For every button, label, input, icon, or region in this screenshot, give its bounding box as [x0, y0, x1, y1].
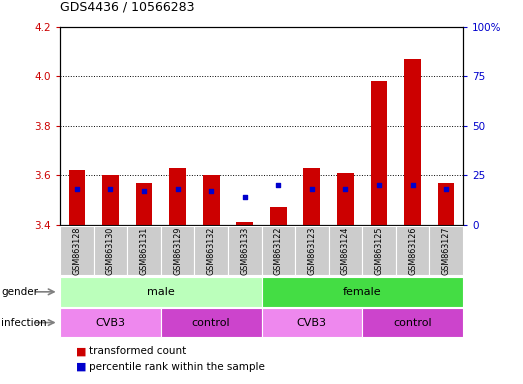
Bar — [169, 168, 186, 225]
Text: GSM863122: GSM863122 — [274, 226, 283, 275]
FancyBboxPatch shape — [161, 226, 195, 275]
Text: male: male — [147, 287, 175, 297]
FancyBboxPatch shape — [295, 226, 328, 275]
Text: ■: ■ — [76, 346, 86, 356]
Bar — [270, 207, 287, 225]
Point — [442, 186, 450, 192]
Text: control: control — [393, 318, 432, 328]
Point — [375, 182, 383, 188]
Text: female: female — [343, 287, 381, 297]
Text: transformed count: transformed count — [89, 346, 186, 356]
Text: infection: infection — [1, 318, 47, 328]
Point — [341, 186, 349, 192]
Bar — [102, 175, 119, 225]
Point — [308, 186, 316, 192]
Point — [106, 186, 115, 192]
FancyBboxPatch shape — [228, 226, 262, 275]
Point — [73, 186, 81, 192]
FancyBboxPatch shape — [429, 226, 463, 275]
Text: CVB3: CVB3 — [96, 318, 126, 328]
FancyBboxPatch shape — [60, 308, 161, 337]
FancyBboxPatch shape — [396, 226, 429, 275]
Point — [207, 188, 215, 194]
Point — [174, 186, 182, 192]
Text: GSM863128: GSM863128 — [72, 227, 82, 275]
FancyBboxPatch shape — [60, 277, 262, 306]
Text: GSM863130: GSM863130 — [106, 227, 115, 275]
Bar — [236, 222, 253, 225]
Point — [140, 188, 148, 194]
FancyBboxPatch shape — [262, 226, 295, 275]
FancyBboxPatch shape — [60, 226, 94, 275]
Bar — [404, 59, 421, 225]
FancyBboxPatch shape — [94, 226, 127, 275]
Point — [241, 194, 249, 200]
Bar — [371, 81, 388, 225]
FancyBboxPatch shape — [195, 226, 228, 275]
Text: GSM863127: GSM863127 — [441, 226, 451, 275]
Text: GSM863123: GSM863123 — [308, 227, 316, 275]
Text: GSM863132: GSM863132 — [207, 227, 215, 275]
Text: GSM863126: GSM863126 — [408, 227, 417, 275]
Text: ■: ■ — [76, 362, 86, 372]
Bar — [203, 175, 220, 225]
FancyBboxPatch shape — [127, 226, 161, 275]
Text: GSM863124: GSM863124 — [341, 227, 350, 275]
Bar — [303, 168, 320, 225]
Text: CVB3: CVB3 — [297, 318, 327, 328]
Text: GSM863131: GSM863131 — [140, 227, 149, 275]
Bar — [337, 173, 354, 225]
Text: GDS4436 / 10566283: GDS4436 / 10566283 — [60, 0, 195, 13]
Text: percentile rank within the sample: percentile rank within the sample — [89, 362, 265, 372]
FancyBboxPatch shape — [262, 308, 362, 337]
FancyBboxPatch shape — [362, 308, 463, 337]
FancyBboxPatch shape — [161, 308, 262, 337]
Bar — [438, 183, 454, 225]
FancyBboxPatch shape — [262, 277, 463, 306]
FancyBboxPatch shape — [362, 226, 396, 275]
Bar — [69, 170, 85, 225]
Point — [408, 182, 417, 188]
Text: gender: gender — [1, 287, 38, 297]
Bar — [135, 183, 152, 225]
Point — [274, 182, 282, 188]
Text: GSM863133: GSM863133 — [240, 227, 249, 275]
FancyBboxPatch shape — [328, 226, 362, 275]
Text: GSM863125: GSM863125 — [374, 226, 383, 275]
Text: GSM863129: GSM863129 — [173, 226, 182, 275]
Text: control: control — [192, 318, 231, 328]
